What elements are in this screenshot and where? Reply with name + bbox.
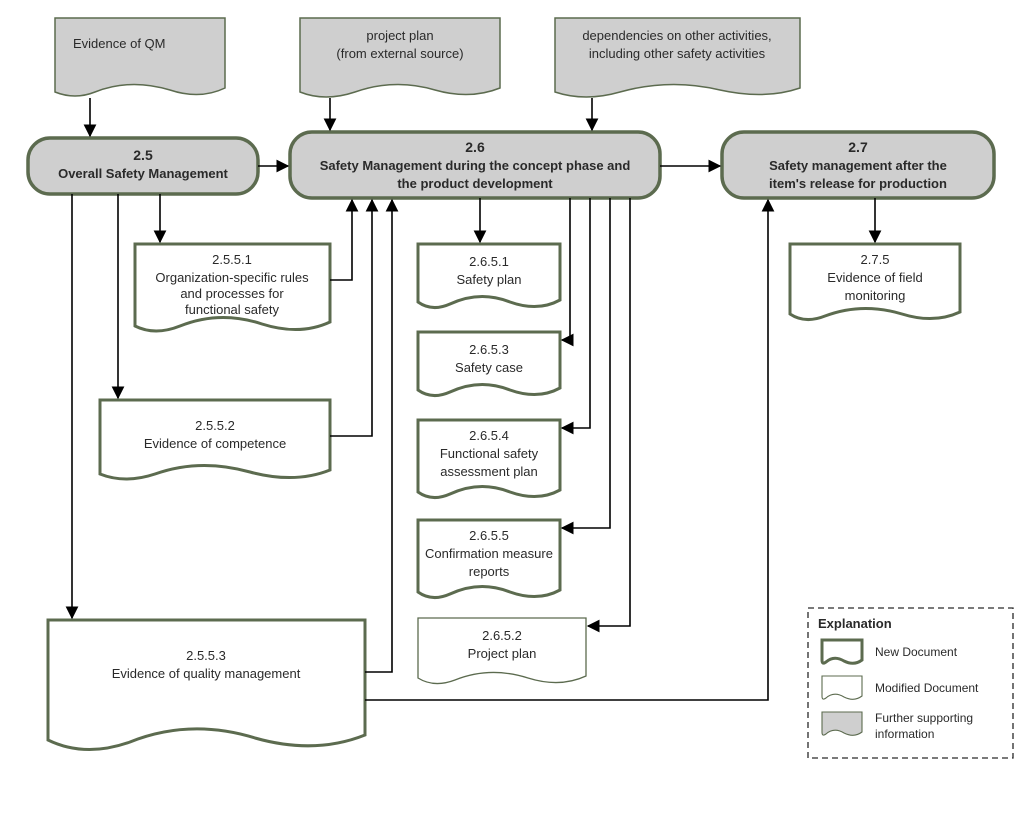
phase-2-5: 2.5 Overall Safety Management xyxy=(28,138,258,194)
phase-2-5-num: 2.5 xyxy=(133,147,153,163)
svg-text:Organization-specific rules: Organization-specific rules xyxy=(155,270,309,285)
svg-text:functional safety: functional safety xyxy=(185,302,279,317)
svg-text:Functional safety: Functional safety xyxy=(440,446,539,461)
doc-2-6-5-3: 2.6.5.3 Safety case xyxy=(418,332,560,396)
legend-swatch-new xyxy=(822,640,862,663)
banner-project-plan-line2: (from external source) xyxy=(336,46,463,61)
legend-new: New Document xyxy=(875,645,958,659)
doc-2-5-5-1: 2.5.5.1 Organization-specific rules and … xyxy=(135,244,330,331)
svg-text:2.6.5.5: 2.6.5.5 xyxy=(469,528,509,543)
svg-text:reports: reports xyxy=(469,564,510,579)
phase-2-7-label1: Safety management after the xyxy=(769,158,947,173)
svg-text:2.5.5.3: 2.5.5.3 xyxy=(186,648,226,663)
legend-swatch-sup xyxy=(822,712,862,735)
legend-sup1: Further supporting xyxy=(875,711,973,725)
doc-2-5-5-2: 2.5.5.2 Evidence of competence xyxy=(100,400,330,479)
svg-text:Evidence of competence: Evidence of competence xyxy=(144,436,286,451)
legend-swatch-mod xyxy=(822,676,862,699)
svg-text:2.5.5.1: 2.5.5.1 xyxy=(212,252,252,267)
legend: Explanation New Document Modified Docume… xyxy=(808,608,1013,758)
banner-project-plan-line1: project plan xyxy=(366,28,433,43)
banner-evidence-qm: Evidence of QM xyxy=(55,18,225,96)
phase-2-7-label2: item's release for production xyxy=(769,176,947,191)
legend-mod: Modified Document xyxy=(875,681,979,695)
svg-text:Project plan: Project plan xyxy=(468,646,537,661)
phase-2-7: 2.7 Safety management after the item's r… xyxy=(722,132,994,198)
banner-evidence-qm-text: Evidence of QM xyxy=(73,36,166,51)
doc-2-6-5-1: 2.6.5.1 Safety plan xyxy=(418,244,560,308)
phase-2-6: 2.6 Safety Management during the concept… xyxy=(290,132,660,198)
svg-text:2.7.5: 2.7.5 xyxy=(861,252,890,267)
svg-text:Confirmation measure: Confirmation measure xyxy=(425,546,553,561)
phase-2-6-num: 2.6 xyxy=(465,139,485,155)
svg-text:Evidence of field: Evidence of field xyxy=(827,270,922,285)
doc-2-5-5-3: 2.5.5.3 Evidence of quality management xyxy=(48,620,365,750)
svg-text:2.5.5.2: 2.5.5.2 xyxy=(195,418,235,433)
diagram-canvas: Evidence of QM project plan (from extern… xyxy=(0,0,1024,818)
doc-2-6-5-2: 2.6.5.2 Project plan xyxy=(418,618,586,684)
svg-text:monitoring: monitoring xyxy=(845,288,906,303)
banner-deps-line1: dependencies on other activities, xyxy=(582,28,771,43)
legend-title: Explanation xyxy=(818,616,892,631)
phase-2-6-label2: the product development xyxy=(397,176,553,191)
legend-sup2: information xyxy=(875,727,934,741)
svg-text:2.6.5.2: 2.6.5.2 xyxy=(482,628,522,643)
svg-text:and processes for: and processes for xyxy=(180,286,284,301)
phase-2-6-label1: Safety Management during the concept pha… xyxy=(320,158,631,173)
phase-2-7-num: 2.7 xyxy=(848,139,868,155)
doc-2-6-5-5: 2.6.5.5 Confirmation measure reports xyxy=(418,520,560,598)
svg-text:2.6.5.4: 2.6.5.4 xyxy=(469,428,509,443)
svg-text:Safety plan: Safety plan xyxy=(456,272,521,287)
phase-2-5-label: Overall Safety Management xyxy=(58,166,228,181)
banner-dependencies: dependencies on other activities, includ… xyxy=(555,18,800,97)
svg-text:assessment plan: assessment plan xyxy=(440,464,538,479)
svg-text:2.6.5.1: 2.6.5.1 xyxy=(469,254,509,269)
banner-deps-line2: including other safety activities xyxy=(589,46,766,61)
svg-text:2.6.5.3: 2.6.5.3 xyxy=(469,342,509,357)
doc-2-7-5: 2.7.5 Evidence of field monitoring xyxy=(790,244,960,320)
svg-text:Safety case: Safety case xyxy=(455,360,523,375)
svg-text:Evidence of quality management: Evidence of quality management xyxy=(112,666,301,681)
doc-2-6-5-4: 2.6.5.4 Functional safety assessment pla… xyxy=(418,420,560,498)
banner-project-plan: project plan (from external source) xyxy=(300,18,500,97)
